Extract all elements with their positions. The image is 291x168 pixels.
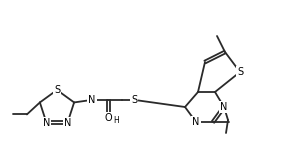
Text: N: N: [43, 118, 50, 128]
Text: N: N: [192, 117, 200, 127]
Text: S: S: [237, 67, 243, 77]
Text: N: N: [64, 118, 71, 128]
Text: S: S: [54, 85, 60, 95]
Text: N: N: [88, 95, 96, 106]
Text: O: O: [104, 113, 112, 123]
Text: H: H: [113, 116, 119, 125]
Text: S: S: [131, 95, 137, 106]
Text: N: N: [220, 102, 228, 112]
